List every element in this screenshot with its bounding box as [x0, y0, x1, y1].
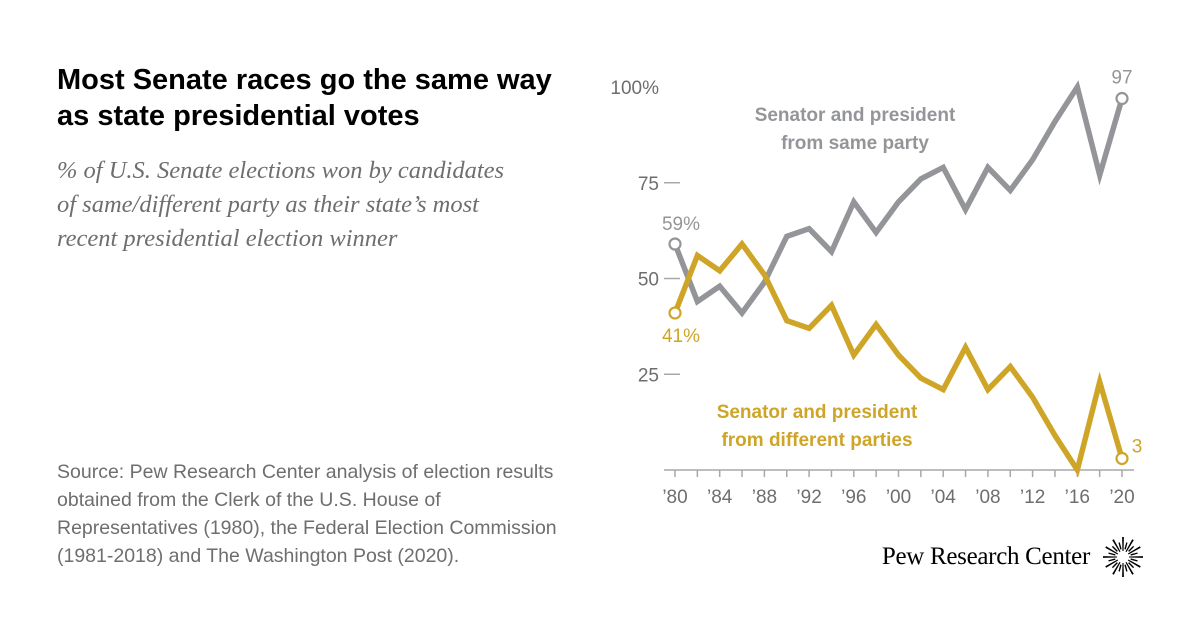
x-tick-label: ’80 — [662, 487, 687, 508]
brand-logo: Pew Research Center — [882, 536, 1144, 578]
y-tick-label: 100% — [610, 78, 659, 99]
logo-ray — [1108, 558, 1116, 562]
logo-ray — [1118, 564, 1122, 572]
logo-ray — [1124, 542, 1128, 550]
logo-ray — [1128, 545, 1135, 552]
x-tick-label: ’88 — [752, 487, 777, 508]
chart-title-line-2: as state presidential votes — [57, 100, 420, 132]
source-line-1: Source: Pew Research Center analysis of … — [57, 461, 554, 483]
end-point-marker — [1115, 451, 1129, 466]
chart-title: Most Senate races go the same way as sta… — [57, 62, 617, 134]
different-parties-start-label: 41% — [662, 326, 700, 347]
logo-ray — [1108, 552, 1116, 556]
x-tick-label: ’84 — [707, 487, 733, 508]
chart-subtitle-line-2: of same/different party as their state’s… — [57, 191, 479, 218]
different-parties-series-label-line-1: Senator and president — [717, 402, 918, 423]
logo-ray — [1125, 561, 1134, 575]
logo-ray — [1128, 556, 1143, 558]
chart-subtitle-line-1: % of U.S. Senate elections won by candid… — [57, 157, 505, 184]
logo-ray — [1130, 552, 1138, 556]
logo-ray — [1111, 562, 1118, 569]
logo-ray — [1125, 539, 1134, 553]
different-parties-series-label-line-2: from different parties — [721, 430, 912, 451]
source-note: Source: Pew Research Center analysis of … — [57, 458, 627, 570]
end-point-marker — [1115, 91, 1129, 106]
same-party-series-label-line-2: from same party — [781, 133, 929, 154]
logo-ray — [1124, 564, 1128, 572]
x-tick-label: ’00 — [886, 487, 911, 508]
series-line-different-parties — [672, 239, 1125, 477]
x-tick-label: ’04 — [931, 487, 957, 508]
y-tick-label: 75 — [638, 174, 659, 195]
logo-ray — [1111, 545, 1118, 552]
logo-ray — [1122, 562, 1124, 577]
different-parties-end-label: 3 — [1132, 437, 1143, 458]
brand-name: Pew Research Center — [881, 543, 1090, 570]
logo-ray — [1105, 546, 1119, 555]
same-party-start-label: 59% — [662, 214, 700, 235]
x-tick-label: ’96 — [841, 487, 866, 508]
logo-ray — [1103, 556, 1118, 558]
logo-ray — [1127, 546, 1141, 555]
logo-ray — [1112, 539, 1121, 553]
logo-ray — [1130, 558, 1138, 562]
source-line-4: (1981-2018) and The Washington Post (202… — [57, 545, 460, 567]
chart-subtitle-line-3: recent presidential election winner — [57, 225, 398, 252]
x-tick-label: ’12 — [1020, 487, 1045, 508]
source-line-3: Representatives (1980), the Federal Elec… — [57, 517, 557, 539]
x-tick-label: ’08 — [975, 487, 1000, 508]
series-line-same-party — [672, 80, 1125, 318]
x-tick-label: ’16 — [1065, 487, 1090, 508]
x-tick-label: ’92 — [796, 487, 821, 508]
start-point-marker — [668, 306, 682, 320]
logo-ray — [1112, 561, 1121, 575]
x-tick-label: ’20 — [1109, 487, 1134, 508]
chart-subtitle: % of U.S. Senate elections won by candid… — [57, 154, 617, 256]
logo-ray — [1127, 559, 1141, 568]
source-line-2: obtained from the Clerk of the U.S. Hous… — [57, 489, 441, 511]
start-point-marker — [668, 237, 682, 251]
logo-ray — [1105, 559, 1119, 568]
logo-ray — [1122, 537, 1124, 552]
same-party-end-label: 97 — [1111, 67, 1132, 88]
chart-title-line-1: Most Senate races go the same way — [57, 64, 552, 96]
y-tick-label: 50 — [638, 270, 659, 291]
same-party-series-label-line-1: Senator and president — [755, 105, 956, 126]
y-tick-label: 25 — [638, 365, 659, 386]
pew-sunburst-logo-icon — [1103, 537, 1143, 577]
logo-ray — [1128, 562, 1135, 569]
logo-ray — [1118, 542, 1122, 550]
